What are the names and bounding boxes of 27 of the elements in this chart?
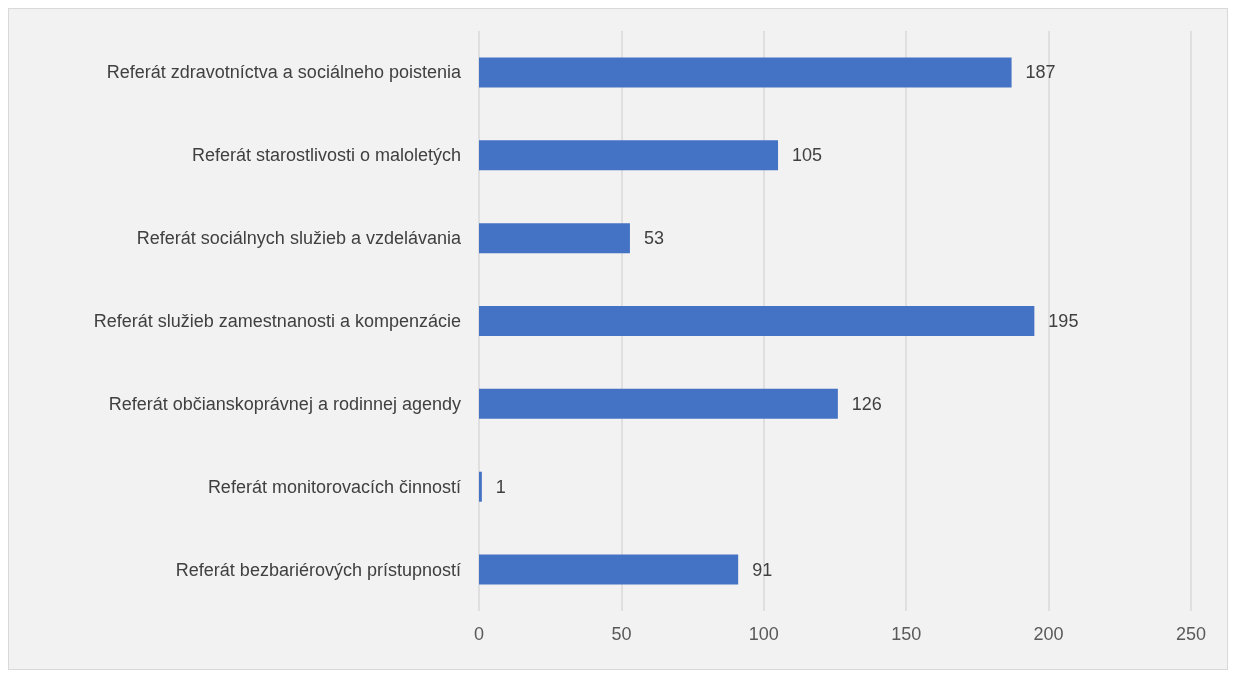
y-tick-label: Referát bezbariérových prístupností — [175, 559, 461, 580]
data-label: 187 — [1025, 62, 1056, 83]
data-label: 105 — [792, 145, 823, 166]
y-tick-label: Referát zdravotníctva a sociálneho poistenia — [106, 62, 462, 83]
y-tick-label: Referát občianskoprávnej a rodinnej agendy — [108, 393, 461, 414]
data-label: 1 — [495, 476, 506, 497]
x-tick-label: 250 — [1175, 624, 1207, 644]
y-tick-label: Referát monitorovacích činností — [207, 476, 461, 497]
y-tick-label: Referát sociálnych služieb a vzdelávania — [136, 228, 462, 249]
bar — [479, 223, 630, 254]
data-label: 53 — [643, 228, 664, 249]
y-tick-label: Referát starostlivosti o maloletých — [191, 145, 461, 166]
bar — [479, 306, 1035, 336]
data-label: 126 — [851, 393, 882, 414]
x-tick-label: 50 — [611, 624, 632, 644]
data-label: 91 — [752, 559, 773, 580]
bar — [479, 57, 1012, 88]
bar — [479, 471, 482, 502]
bar — [479, 388, 838, 419]
x-tick-label: 0 — [473, 624, 485, 644]
bar — [479, 140, 779, 171]
bar — [479, 554, 739, 585]
x-tick-label: 100 — [748, 624, 779, 644]
x-tick-label: 150 — [891, 624, 922, 644]
x-tick-label: 200 — [1033, 624, 1064, 644]
y-tick-label: Referát služieb zamestnanosti a kompenzácie — [93, 311, 461, 331]
data-label: 195 — [1048, 311, 1079, 331]
